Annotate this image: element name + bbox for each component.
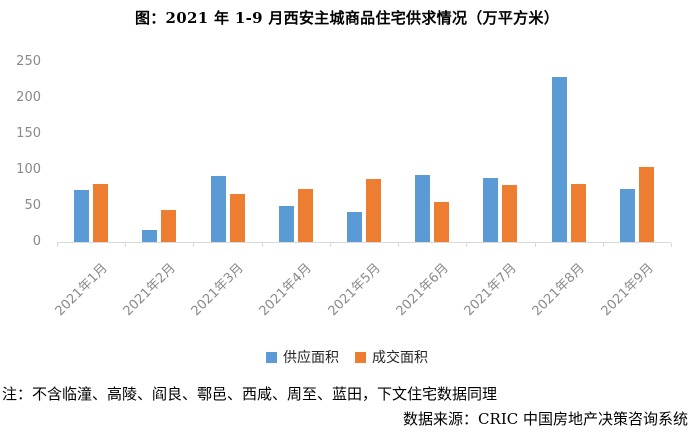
x-tick-label: 2021年3月 [188, 260, 247, 320]
bar-group [603, 62, 671, 242]
y-tick-label: 150 [16, 126, 41, 141]
bar-group [262, 62, 330, 242]
legend: 供应面积 成交面积 [0, 347, 694, 367]
bar-transaction-area [93, 184, 109, 242]
legend-label: 成交面积 [372, 350, 428, 366]
bar-group [57, 62, 125, 242]
bar-supply-area [74, 190, 90, 242]
x-axis-line [57, 242, 672, 248]
bar-group [193, 62, 261, 242]
x-tick-mark [125, 243, 127, 247]
x-tick-mark [193, 243, 195, 247]
x-tick-label: 2021年8月 [529, 260, 589, 320]
x-tick-mark [398, 243, 400, 247]
bar-transaction-area [229, 194, 245, 242]
bar-group [535, 62, 603, 242]
legend-swatch-supply-area [266, 351, 277, 363]
y-tick-label: 100 [16, 162, 41, 177]
footnote: 注：不含临潼、高陵、阎良、鄠邑、西咸、周至、蓝田，下文住宅数据同理 [2, 385, 498, 403]
x-tick-label: 2021年9月 [598, 260, 657, 320]
bar-supply-area [551, 77, 567, 242]
legend-item-supply-area: 供应面积 [266, 347, 339, 367]
bar-supply-area [210, 175, 226, 242]
legend-label: 供应面积 [283, 350, 339, 366]
x-tick-label: 2021年7月 [461, 260, 520, 320]
bar-transaction-area [161, 210, 177, 242]
y-tick-label: 0 [32, 234, 41, 249]
x-tick-mark [602, 243, 604, 247]
x-tick-label: 2021年6月 [393, 260, 452, 320]
x-tick-label: 2021年5月 [325, 260, 384, 320]
bar-transaction-area [297, 188, 313, 242]
x-tick-mark [329, 243, 331, 247]
plot-area [57, 62, 671, 242]
x-tick-mark [671, 243, 672, 247]
bar-supply-area [415, 175, 431, 242]
data-source: 数据来源：CRIC 中国房地产决策咨询系统 [403, 410, 688, 428]
x-tick-mark [466, 243, 468, 247]
x-tick-label: 2021年1月 [52, 260, 111, 320]
legend-swatch-transaction-area [355, 351, 366, 363]
bar-supply-area [619, 189, 635, 242]
bar-transaction-area [638, 167, 654, 242]
x-tick-mark [57, 243, 58, 247]
legend-item-transaction-area: 成交面积 [355, 347, 428, 367]
bar-supply-area [142, 229, 158, 242]
bar-transaction-area [365, 178, 381, 242]
x-axis-labels: 2021年1月 2021年2月 2021年3月 2021年4月 2021年5月 2021年… [52, 258, 671, 328]
y-tick-label: 200 [16, 90, 41, 105]
bar-group [125, 62, 193, 242]
bar-transaction-area [570, 183, 586, 242]
bar-group [466, 62, 534, 242]
bar-groups [57, 62, 671, 242]
x-tick-label: 2021年4月 [256, 260, 316, 320]
bar-transaction-area [502, 185, 518, 242]
bar-group [330, 62, 398, 242]
y-tick-label: 250 [16, 54, 41, 69]
x-tick-mark [534, 243, 536, 247]
bar-supply-area [278, 206, 294, 242]
x-tick-mark [261, 243, 263, 247]
y-tick-label: 50 [24, 198, 41, 213]
bar-group [398, 62, 466, 242]
bar-supply-area [346, 211, 362, 242]
bar-supply-area [483, 177, 499, 242]
bar-transaction-area [434, 201, 450, 242]
y-axis: 0 50 100 150 200 250 [0, 54, 46, 249]
chart-title: 图：2021 年 1-9 月西安主城商品住宅供求情况（万平方米） [134, 9, 560, 27]
x-tick-label: 2021年2月 [120, 260, 179, 320]
